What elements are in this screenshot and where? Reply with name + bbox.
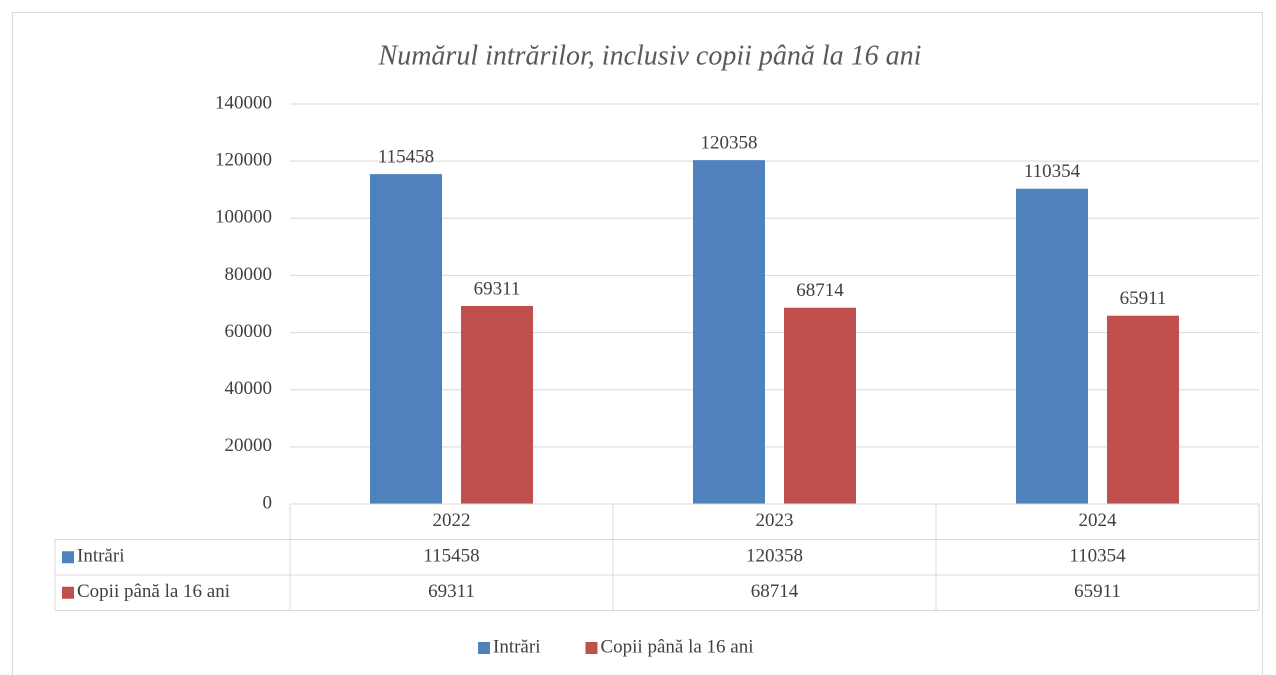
bar [1107, 315, 1179, 504]
legend-key [478, 642, 490, 654]
x-tick-label: 2023 [756, 510, 794, 531]
table-cell: 115458 [423, 546, 479, 567]
y-tick-label: 20000 [225, 435, 273, 456]
value-label: 68714 [796, 280, 844, 301]
value-label: 115458 [378, 146, 434, 167]
bar [370, 174, 442, 504]
y-tick-label: 40000 [225, 378, 273, 399]
value-label: 120358 [701, 132, 758, 153]
value-label: 110354 [1024, 161, 1081, 182]
value-label: 69311 [474, 278, 521, 299]
x-tick-label: 2022 [433, 510, 471, 531]
bar [693, 160, 765, 504]
table-legend-key [62, 551, 74, 564]
bar [461, 305, 533, 504]
table-cell: 120358 [746, 546, 803, 567]
table-cell: 69311 [428, 581, 475, 602]
table-legend-key [62, 586, 74, 599]
chart-border [12, 12, 1263, 675]
legend-key [585, 642, 598, 654]
bar [1016, 188, 1088, 504]
table-cell: 68714 [751, 581, 799, 602]
value-label: 65911 [1120, 288, 1167, 309]
x-tick-label: 2024 [1079, 510, 1118, 531]
table-row-label: Intrări [77, 546, 124, 567]
y-tick-label: 140000 [215, 92, 272, 113]
y-tick-label: 120000 [215, 150, 272, 171]
legend-label: Copii până la 16 ani [600, 636, 753, 657]
y-tick-label: 80000 [225, 264, 273, 285]
chart-title: Numărul intrărilor, inclusiv copii până … [378, 40, 922, 71]
legend-label: Intrări [493, 636, 540, 657]
table-cell: 65911 [1074, 581, 1121, 602]
bar [784, 307, 856, 504]
table-row-label: Copii până la 16 ani [77, 581, 230, 602]
table-cell: 110354 [1069, 546, 1126, 567]
y-tick-label: 60000 [225, 321, 273, 342]
y-tick-label: 0 [263, 492, 273, 513]
y-tick-label: 100000 [215, 207, 272, 228]
